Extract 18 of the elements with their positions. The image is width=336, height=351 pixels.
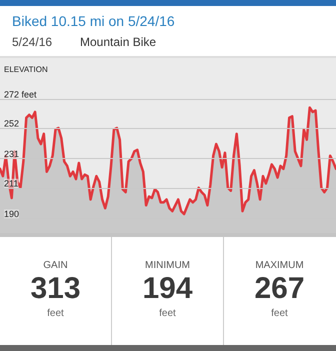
text: MINIMUM — [144, 260, 191, 271]
y-tick-label: 231 — [4, 149, 20, 160]
y-tick-label: 272 feet — [4, 89, 38, 100]
text: Mountain Bike — [80, 35, 156, 49]
chart-title: Biked 10.15 mi on 5/24/16 — [12, 13, 175, 29]
text: 194 — [141, 272, 194, 306]
text: feet — [158, 308, 177, 319]
y-tick-label: 211 — [4, 178, 18, 188]
chart-subtitle: 5/24/16 — [12, 35, 52, 49]
text: MAXIMUM — [254, 260, 305, 271]
text: 267 — [253, 272, 306, 306]
y-tick-label: 252 — [4, 118, 20, 128]
text: GAIN — [42, 260, 69, 271]
text: feet — [270, 308, 289, 319]
y-tick-label: 190 — [4, 208, 20, 219]
text: 313 — [29, 272, 82, 306]
y-axis-title: ELEVATION — [4, 65, 48, 74]
text: feet — [46, 308, 65, 319]
